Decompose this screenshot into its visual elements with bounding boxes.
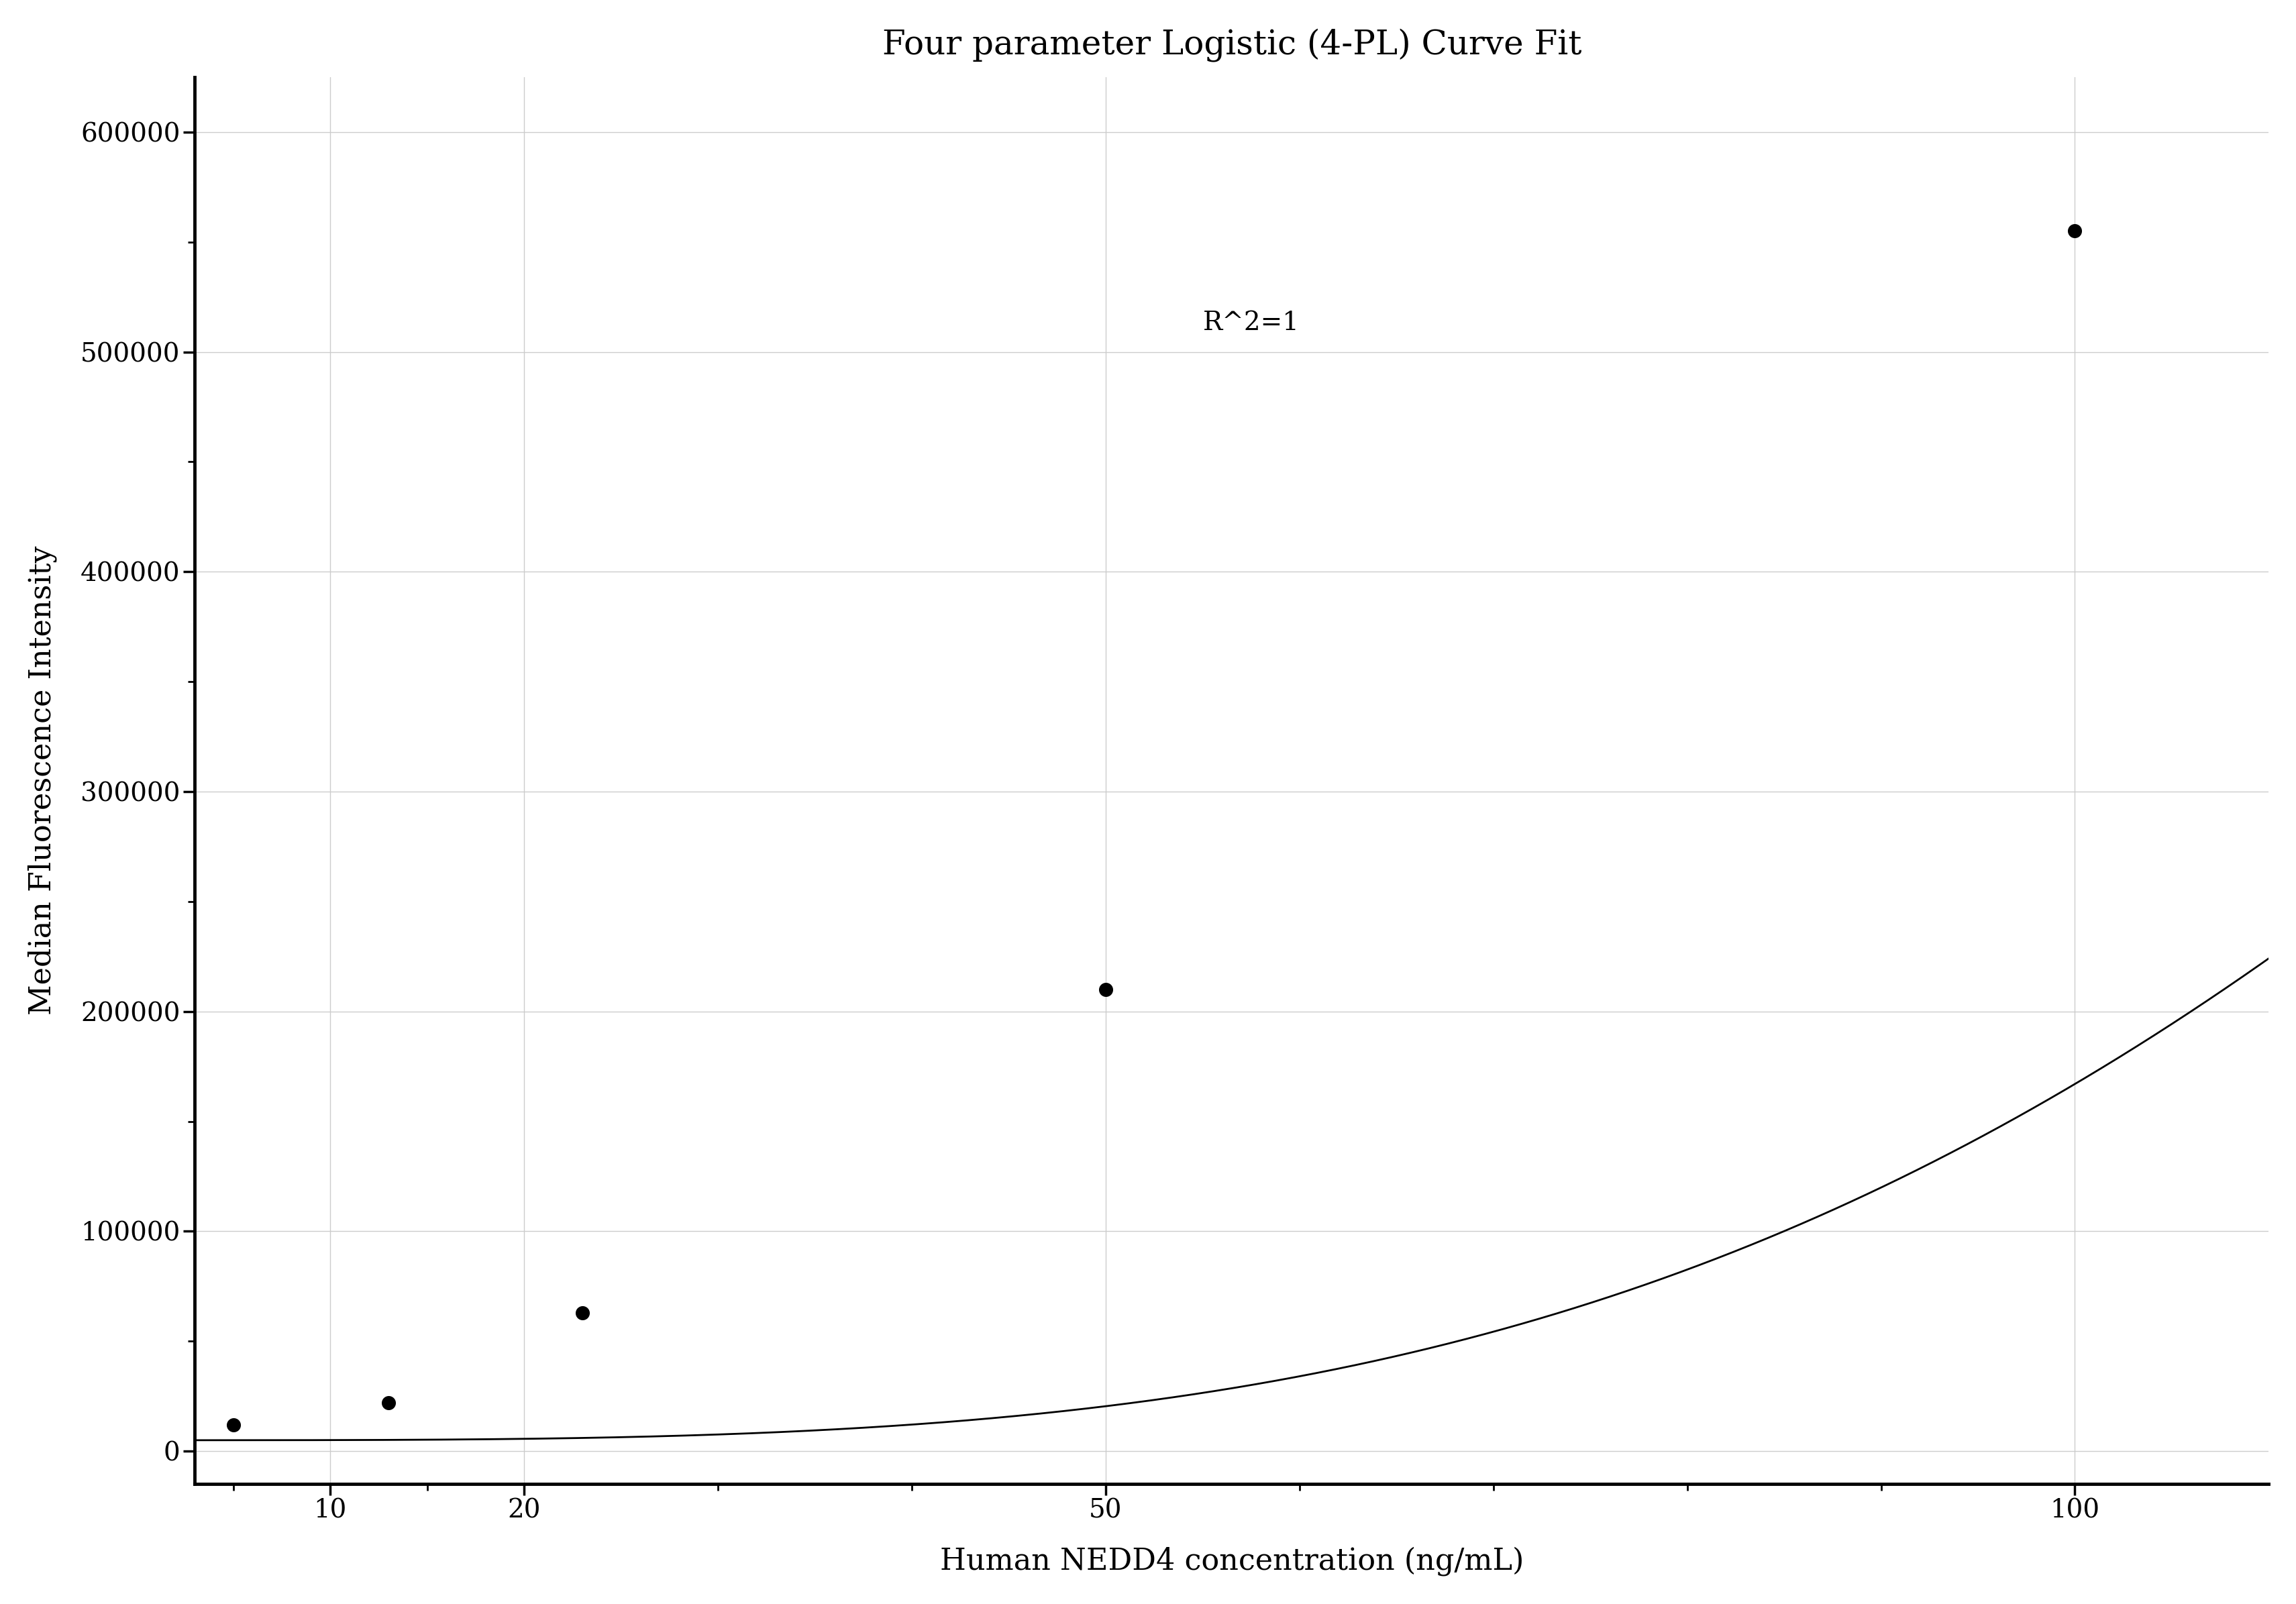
Point — [216, 1412, 253, 1437]
Title: Four parameter Logistic (4-PL) Curve Fit: Four parameter Logistic (4-PL) Curve Fit — [882, 27, 1582, 61]
Point — [1086, 977, 1123, 1002]
X-axis label: Human NEDD4 concentration (ng/mL): Human NEDD4 concentration (ng/mL) — [939, 1546, 1522, 1577]
Text: R^2=1: R^2=1 — [1203, 311, 1300, 335]
Point — [565, 1299, 602, 1325]
Point — [2055, 218, 2092, 244]
Point — [370, 1391, 406, 1416]
Y-axis label: Median Fluorescence Intensity: Median Fluorescence Intensity — [28, 545, 57, 1015]
